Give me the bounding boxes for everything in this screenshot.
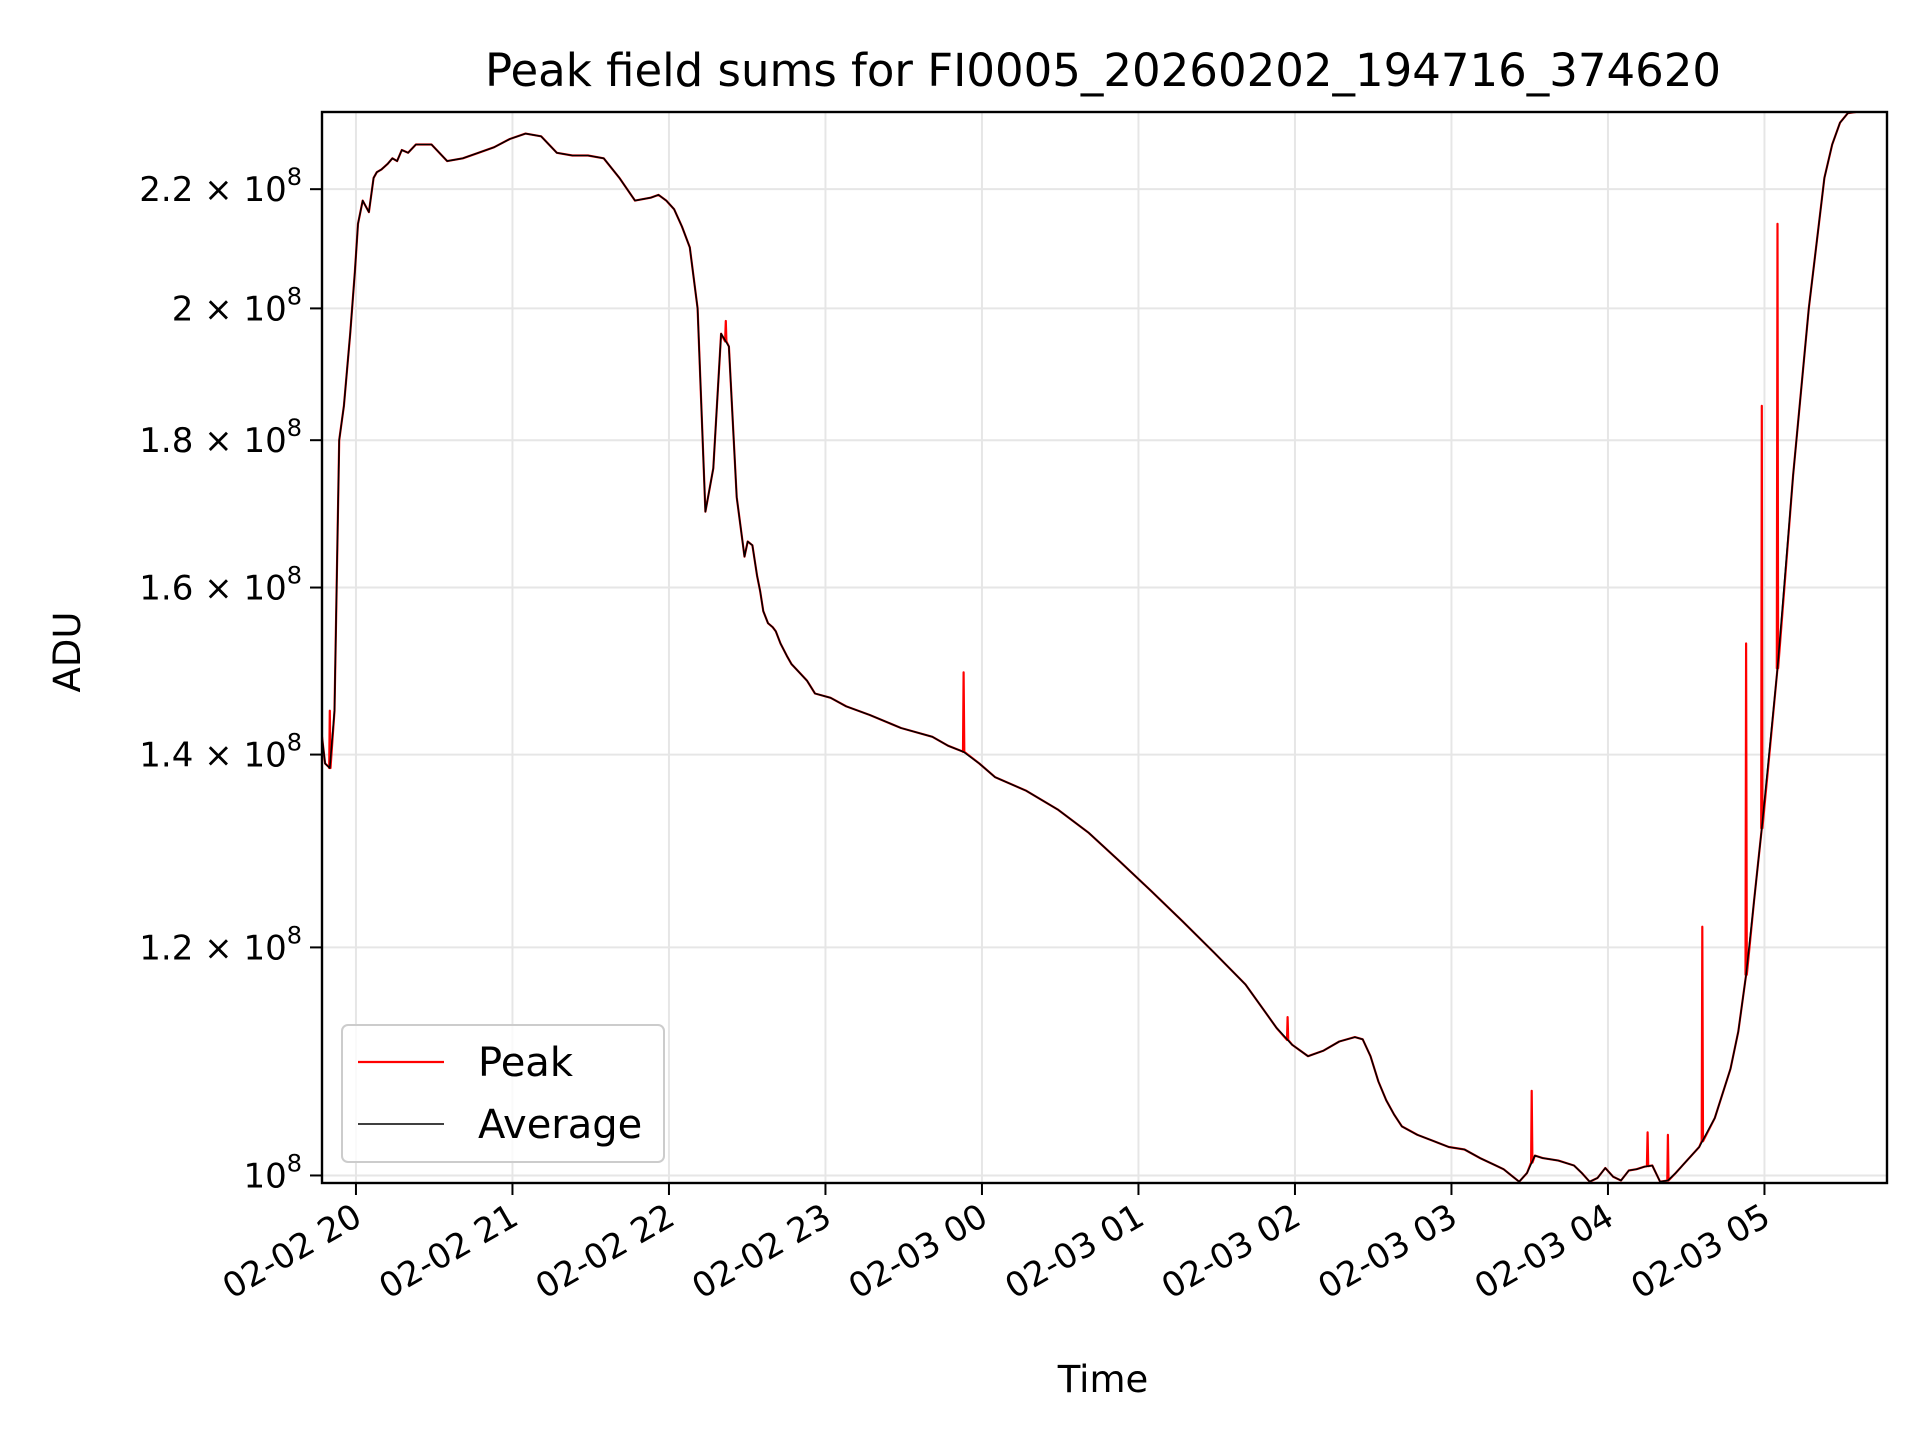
- y-tick-mantissa: 1.4 × 10: [139, 736, 286, 776]
- y-tick-label: 1.4 × 108: [139, 729, 302, 776]
- y-tick-mantissa: 1.2 × 10: [139, 928, 286, 968]
- y-tick-mantissa: 1.6 × 10: [139, 569, 286, 609]
- y-tick-mantissa: 10: [243, 1156, 286, 1196]
- y-tick-exponent: 8: [287, 729, 302, 757]
- axes-frame: [320, 110, 1889, 1185]
- y-tick-mantissa: 2.2 × 10: [139, 170, 286, 210]
- y-tick-label: 2 × 108: [172, 282, 302, 329]
- legend-box: [341, 1024, 665, 1163]
- legend-label-average: Average: [478, 1102, 642, 1148]
- y-tick-exponent: 8: [287, 562, 302, 590]
- average-series-line: [322, 112, 1856, 1183]
- y-tick-exponent: 8: [287, 1149, 302, 1177]
- legend: Peak Average: [341, 1024, 665, 1163]
- y-tick-mantissa: 1.8 × 10: [139, 421, 286, 461]
- y-tick-exponent: 8: [287, 163, 302, 191]
- chart-title: Peak field sums for FI0005_20260202_1947…: [485, 44, 1721, 97]
- y-axis-label: ADU: [46, 612, 89, 693]
- y-tick-label: 2.2 × 108: [139, 163, 302, 210]
- legend-label-peak: Peak: [478, 1040, 574, 1086]
- x-axis-label: Time: [1057, 1358, 1149, 1401]
- y-tick-exponent: 8: [287, 414, 302, 442]
- y-tick-label: 108: [243, 1149, 302, 1196]
- y-tick-mantissa: 2 × 10: [172, 289, 287, 329]
- y-tick-label: 1.6 × 108: [139, 562, 302, 609]
- y-tick-label: 1.2 × 108: [139, 921, 302, 968]
- y-tick-exponent: 8: [287, 921, 302, 949]
- y-tick-exponent: 8: [287, 282, 302, 310]
- y-tick-label: 1.8 × 108: [139, 414, 302, 461]
